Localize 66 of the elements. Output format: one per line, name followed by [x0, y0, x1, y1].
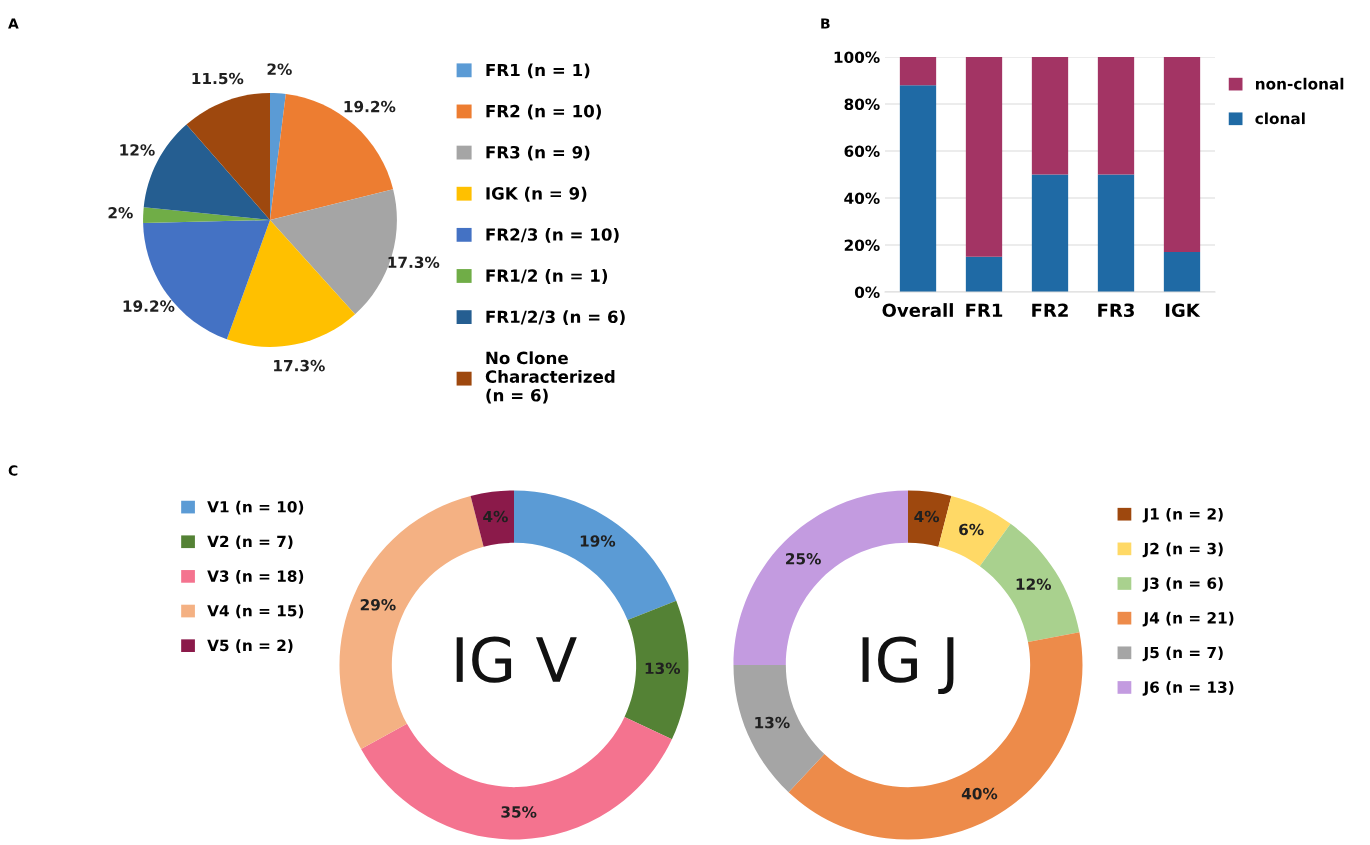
bar	[1163, 57, 1201, 253]
legend-label: FR1/2/3 (n = 6)	[486, 310, 625, 326]
legend-label: FR1 (n = 1)	[486, 63, 590, 79]
x-tick-label: IGK	[1165, 303, 1201, 318]
bar	[1097, 174, 1135, 292]
y-tick-label: 100%	[834, 51, 880, 64]
y-tick-label: 0%	[854, 286, 880, 299]
legend-label: V1 (n = 10)	[207, 500, 304, 515]
data-label: 4%	[914, 510, 940, 523]
text: C	[8, 465, 18, 476]
legend-label: V3 (n = 18)	[207, 570, 304, 584]
text: IG J	[862, 636, 954, 695]
legend-label: J4 (n = 21)	[1142, 611, 1234, 627]
bar	[965, 256, 1003, 292]
data-label: 2%	[267, 63, 292, 75]
y-tick-label: 80%	[844, 98, 880, 111]
y-tick-label: 40%	[844, 192, 880, 205]
legend-label: V5 (n = 2)	[207, 639, 293, 653]
legend-label: non-clonal	[1256, 77, 1344, 90]
y-tick-label: 60%	[844, 145, 880, 158]
legend-label: V2 (n = 7)	[207, 535, 293, 550]
x-tick-label: FR3	[1098, 303, 1134, 318]
data-label: 11.5%	[192, 72, 244, 85]
data-label: 19.2%	[344, 100, 396, 113]
legend-label: FR2/3 (n = 10)	[486, 227, 619, 243]
data-label: 2%	[108, 207, 133, 219]
legend-label: J2 (n = 3)	[1142, 542, 1223, 558]
legend-label: FR3 (n = 9)	[486, 145, 590, 161]
data-label: 12%	[1016, 578, 1052, 590]
bar	[1031, 174, 1069, 292]
legend-label: No Clone Characterized (n = 6)	[485, 351, 615, 404]
bar	[899, 85, 937, 292]
data-label: 19%	[580, 535, 616, 547]
legend-label: J5 (n = 7)	[1142, 646, 1223, 662]
data-label: 40%	[961, 787, 998, 800]
data-label: 17.3%	[388, 256, 440, 269]
data-label: 29%	[360, 598, 396, 611]
bar	[965, 57, 1003, 257]
data-label: 17.3%	[274, 359, 325, 372]
bar	[899, 57, 937, 86]
legend-label: IGK (n = 9)	[486, 186, 587, 202]
data-label: 12%	[120, 144, 155, 156]
text: A	[8, 18, 19, 29]
legend-label: J3 (n = 6)	[1142, 577, 1223, 592]
x-tick-label: Overall	[882, 303, 953, 318]
legend-label: FR2 (n = 10)	[486, 104, 601, 120]
data-label: 35%	[501, 806, 537, 818]
x-tick-label: FR2	[1032, 303, 1068, 317]
legend-label: J6 (n = 13)	[1142, 681, 1234, 696]
bar	[1031, 57, 1069, 175]
bar	[1163, 252, 1201, 292]
legend-label: clonal	[1255, 112, 1305, 125]
legend-label: FR1/2 (n = 1)	[486, 269, 608, 284]
data-label: 25%	[786, 552, 821, 565]
text: B	[821, 18, 830, 29]
legend-label: J1 (n = 2)	[1142, 507, 1223, 523]
data-label: 19.2%	[123, 300, 175, 312]
x-tick-label: FR1	[966, 303, 1003, 317]
legend-label: V4 (n = 15)	[207, 604, 304, 619]
text: IG V	[456, 636, 577, 683]
data-label: 13%	[755, 716, 790, 729]
data-label: 13%	[645, 662, 681, 675]
data-label: 4%	[483, 510, 508, 523]
y-tick-label: 20%	[844, 239, 880, 252]
bar	[1097, 57, 1135, 175]
data-label: 6%	[959, 523, 984, 536]
